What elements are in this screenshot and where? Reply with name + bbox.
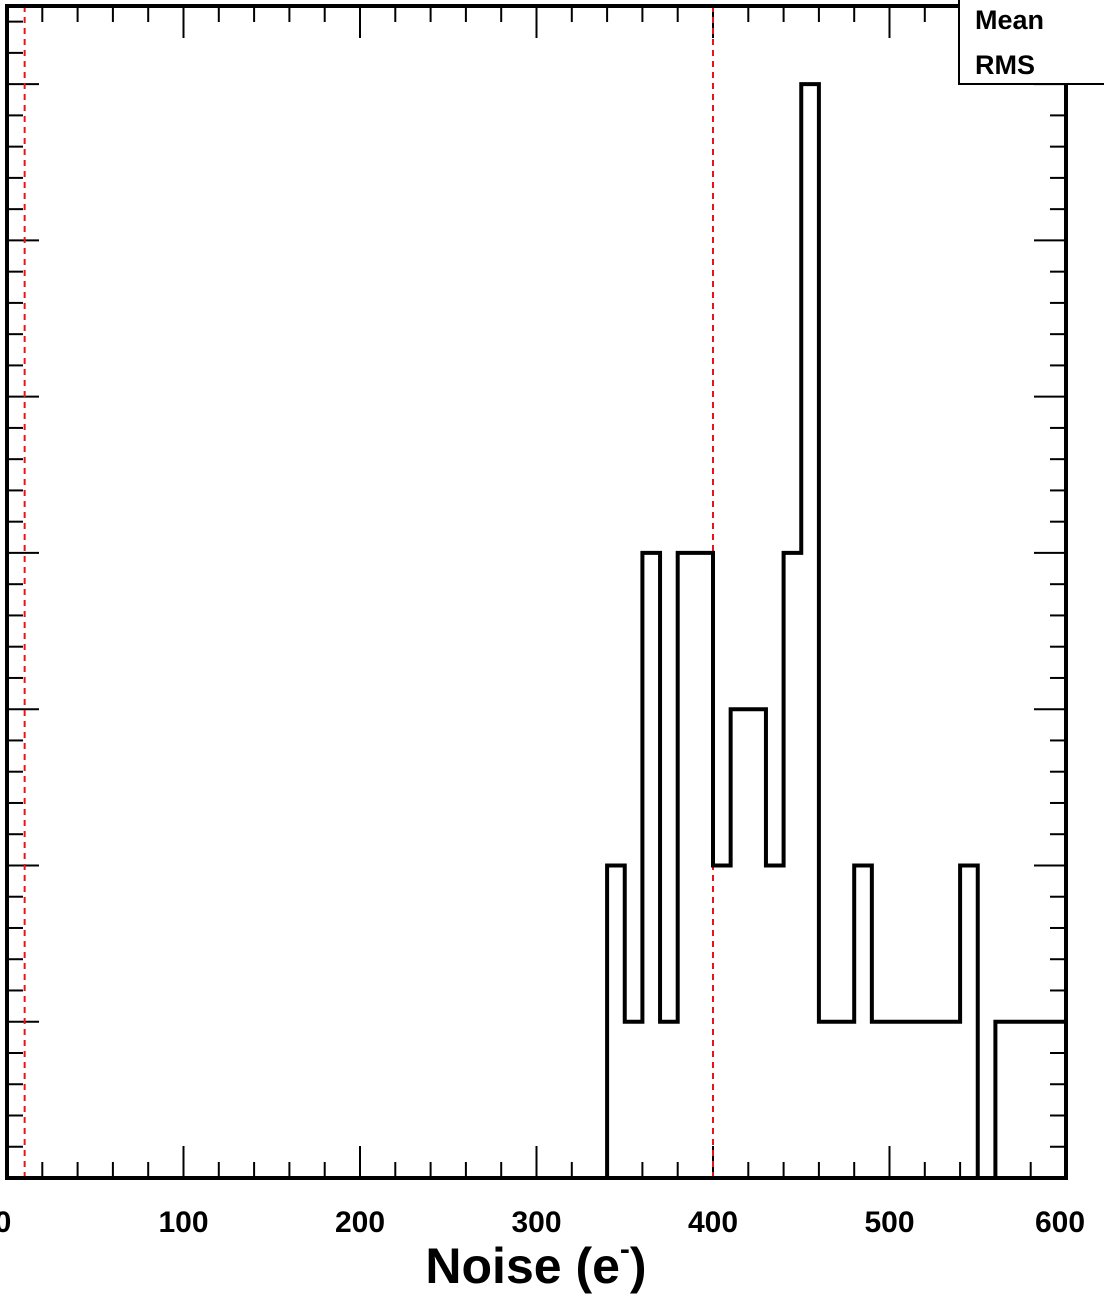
histogram-bin-590 bbox=[1048, 1022, 1066, 1178]
histogram-bin-520 bbox=[925, 1022, 943, 1178]
x-axis-title-main: Noise (e bbox=[425, 1238, 620, 1294]
histogram-bin-500 bbox=[890, 1022, 908, 1178]
histogram-bin-360 bbox=[642, 553, 660, 1178]
x-tick-label-100: 100 bbox=[158, 1206, 208, 1239]
histogram-bars bbox=[7, 82, 1068, 1180]
histogram-bin-460 bbox=[819, 1022, 837, 1178]
histogram-bin-510 bbox=[907, 1022, 925, 1178]
stats-mean-label: Mean bbox=[975, 5, 1044, 35]
histogram-bin-580 bbox=[1031, 1022, 1049, 1178]
histogram-bin-490 bbox=[872, 1022, 890, 1178]
histogram-bin-410 bbox=[731, 709, 749, 1178]
x-tick-label-500: 500 bbox=[864, 1206, 914, 1239]
x-tick-label-200: 200 bbox=[335, 1206, 385, 1239]
histogram-bin-470 bbox=[837, 1022, 855, 1178]
x-tick-label-300: 300 bbox=[511, 1206, 561, 1239]
histogram-bin-420 bbox=[748, 709, 766, 1178]
reference-lines bbox=[23, 6, 714, 1178]
histogram-bin-540 bbox=[960, 865, 978, 1178]
x-axis-title-superscript: - bbox=[620, 1233, 630, 1266]
histogram-bin-560 bbox=[995, 1022, 1013, 1178]
plot-frame bbox=[5, 4, 1068, 1180]
x-axis-title-suffix: ) bbox=[630, 1238, 647, 1294]
histogram-bin-430 bbox=[766, 865, 784, 1178]
axis-ticks bbox=[6, 6, 1067, 1179]
x-tick-label-400: 400 bbox=[688, 1206, 738, 1239]
histogram-bin-380 bbox=[678, 553, 696, 1178]
stats-box: Mean RMS bbox=[958, 0, 1104, 85]
histogram-bin-350 bbox=[625, 1022, 643, 1178]
stats-rms-label: RMS bbox=[975, 50, 1035, 80]
x-tick-labels: 0 100 200 300 400 500 600 bbox=[0, 1206, 1085, 1239]
stats-box-frame bbox=[958, 0, 1104, 85]
x-axis-title: Noise (e-) bbox=[425, 1233, 646, 1294]
x-tick-label-0: 0 bbox=[0, 1206, 11, 1239]
histogram-bin-480 bbox=[854, 865, 872, 1178]
histogram-outline bbox=[605, 82, 1068, 1180]
histogram-bin-340 bbox=[607, 865, 625, 1178]
histogram-bin-440 bbox=[784, 553, 802, 1178]
histogram-bin-370 bbox=[660, 1022, 678, 1178]
histogram-bin-570 bbox=[1013, 1022, 1031, 1178]
histogram-bin-390 bbox=[695, 553, 713, 1178]
x-tick-label-600: 600 bbox=[1035, 1206, 1085, 1239]
histogram-bin-530 bbox=[942, 1022, 960, 1178]
histogram-bin-450 bbox=[801, 84, 819, 1178]
histogram-bin-400 bbox=[713, 865, 731, 1178]
